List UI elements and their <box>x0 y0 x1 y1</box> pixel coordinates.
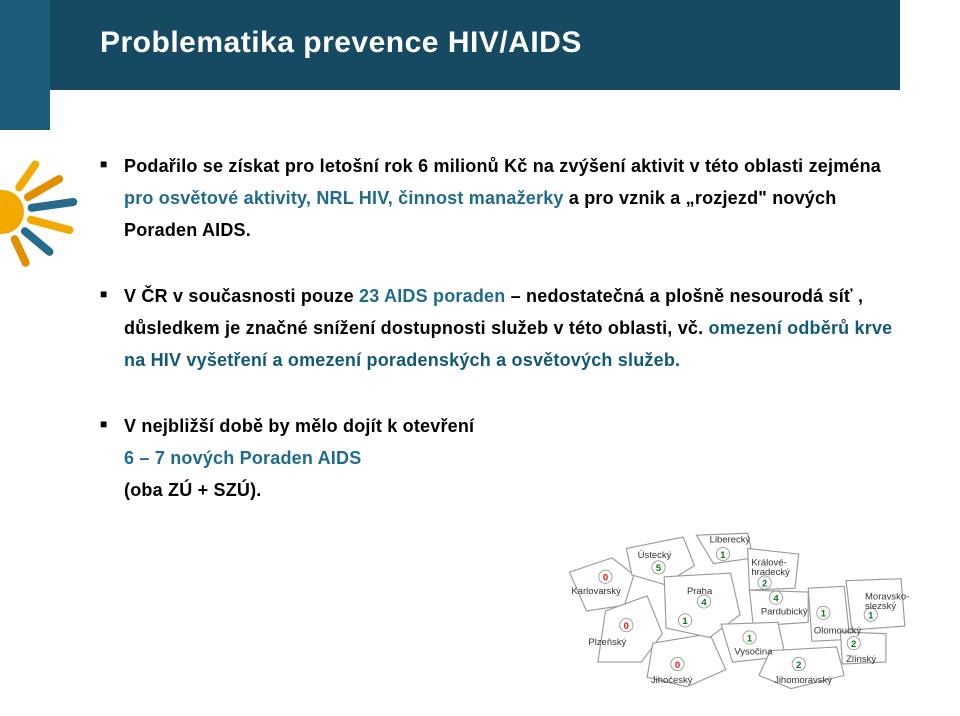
sun-core-icon <box>0 190 24 234</box>
map-svg: 0 Karlovarský 0 Plzeňský 0 Jihočeský 5 Ústecký 4… <box>550 520 930 700</box>
header: Problematika prevence HIV/AIDS <box>0 0 960 130</box>
sun-ray-icon <box>27 197 78 212</box>
region-label: hradecký <box>751 567 790 578</box>
region-label: Jihočeský <box>651 675 693 686</box>
region-label: Ústecký <box>638 550 672 561</box>
region-label: Plzeňský <box>588 637 626 648</box>
bullet-2: V ČR v současnosti pouze 23 AIDS poraden… <box>100 280 900 376</box>
region-count: 1 <box>682 616 687 627</box>
text-accent: 6 – 7 nových Poraden AIDS <box>124 448 361 468</box>
header-stripe-left <box>0 0 50 130</box>
bullet-list: Podařilo se získat pro letošní rok 6 mil… <box>100 150 900 506</box>
cz-map: 0 Karlovarský 0 Plzeňský 0 Jihočeský 5 Ústecký 4… <box>550 520 930 700</box>
sun-logo <box>0 130 100 430</box>
region-count: 0 <box>603 573 608 584</box>
region-count: 4 <box>773 593 779 604</box>
region-count: 2 <box>851 639 856 650</box>
sun-ray-icon <box>26 215 74 235</box>
region-count: 5 <box>656 563 661 574</box>
region-count: 2 <box>796 660 801 671</box>
text: Podařilo se získat pro letošní rok 6 mil… <box>124 156 881 176</box>
region-label: Vysočina <box>734 647 773 658</box>
region-count: 4 <box>701 597 707 608</box>
region-label: Karlovarský <box>571 586 621 597</box>
content-area: Podařilo se získat pro letošní rok 6 mil… <box>100 150 900 540</box>
region-count: 1 <box>868 611 873 622</box>
region-count: 0 <box>675 660 680 671</box>
text-accent: 23 AIDS poraden <box>359 286 505 306</box>
bullet-3: V nejbližší době by mělo dojít k otevřen… <box>100 410 530 506</box>
page-title: Problematika prevence HIV/AIDS <box>100 26 582 60</box>
region-label: Liberecký <box>710 535 751 546</box>
text: (oba ZÚ + SZÚ). <box>124 480 262 500</box>
region-label: Praha <box>687 586 713 597</box>
text: V nejbližší době by mělo dojít k otevřen… <box>124 416 474 436</box>
text-accent: pro osvětové aktivity, NRL HIV, činnost … <box>124 188 564 208</box>
region-count: 0 <box>624 621 629 632</box>
region-label: Pardubický <box>761 607 808 618</box>
region-label: Zlínský <box>846 654 876 665</box>
region-Karlovarský <box>569 558 633 611</box>
region-count: 1 <box>747 633 752 644</box>
region-label: Jihomoravský <box>774 675 832 686</box>
region-count: 1 <box>720 550 725 561</box>
region-count: 1 <box>821 609 826 620</box>
bullet-1: Podařilo se získat pro letošní rok 6 mil… <box>100 150 900 246</box>
text: V ČR v současnosti pouze <box>124 286 359 306</box>
region-label: slezský <box>865 601 896 612</box>
region-label: Olomoucký <box>814 626 862 637</box>
region-count: 2 <box>762 578 767 589</box>
